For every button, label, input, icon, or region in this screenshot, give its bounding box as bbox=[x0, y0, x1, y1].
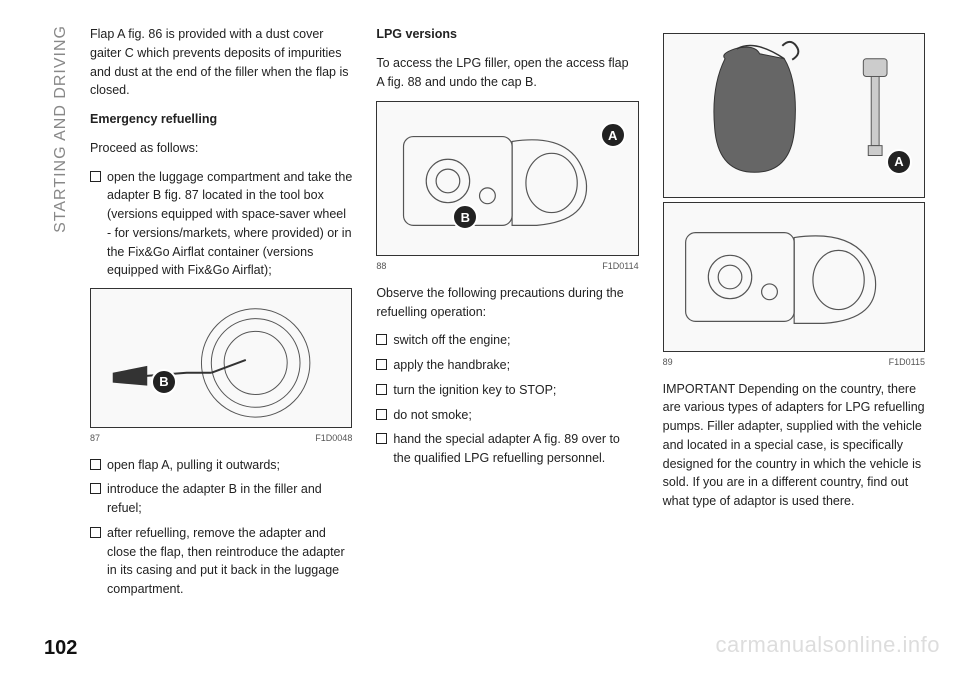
bullet-icon bbox=[90, 483, 101, 494]
bullet-text: after refuelling, remove the adapter and… bbox=[107, 524, 352, 599]
bullet-item: open the luggage compartment and take th… bbox=[90, 168, 352, 281]
bullet-text: open the luggage compartment and take th… bbox=[107, 168, 352, 281]
bullet-item: introduce the adapter B in the filler an… bbox=[90, 480, 352, 518]
column-3: A 89 F1D0115 IMPORTANT bbox=[663, 25, 925, 623]
bullet-text: open flap A, pulling it outwards; bbox=[107, 456, 280, 475]
page-number: 102 bbox=[44, 637, 77, 660]
figure-code: F1D0114 bbox=[602, 260, 638, 274]
bullet-icon bbox=[90, 459, 101, 470]
bullet-text: apply the handbrake; bbox=[393, 356, 510, 375]
figure-88-drawing bbox=[377, 102, 637, 255]
figure-87: B bbox=[90, 288, 352, 428]
figure-number: 88 bbox=[376, 260, 386, 274]
figure-87-drawing bbox=[91, 289, 351, 427]
bullet-item: hand the special adapter A fig. 89 over … bbox=[376, 430, 638, 468]
watermark: carmanualsonline.info bbox=[715, 632, 940, 658]
bullet-item: turn the ignition key to STOP; bbox=[376, 381, 638, 400]
bullet-icon bbox=[376, 384, 387, 395]
figure-code: F1D0115 bbox=[889, 356, 925, 370]
column-1: Flap A fig. 86 is provided with a dust c… bbox=[90, 25, 352, 623]
para: Proceed as follows: bbox=[90, 139, 352, 158]
bullet-item: apply the handbrake; bbox=[376, 356, 638, 375]
figure-89-top: A bbox=[663, 33, 925, 198]
bullet-text: switch off the engine; bbox=[393, 331, 510, 350]
bullet-item: switch off the engine; bbox=[376, 331, 638, 350]
bullet-icon bbox=[90, 527, 101, 538]
figure-87-caption: 87 F1D0048 bbox=[90, 432, 352, 446]
bullet-item: after refuelling, remove the adapter and… bbox=[90, 524, 352, 599]
heading-emergency-refuelling: Emergency refuelling bbox=[90, 110, 352, 129]
para: Observe the following precautions during… bbox=[376, 284, 638, 322]
bullet-icon bbox=[376, 433, 387, 444]
figure-89-drawing bbox=[664, 203, 924, 351]
para: To access the LPG filler, open the acces… bbox=[376, 54, 638, 92]
bullet-text: hand the special adapter A fig. 89 over … bbox=[393, 430, 638, 468]
bullet-icon bbox=[376, 359, 387, 370]
content-columns: Flap A fig. 86 is provided with a dust c… bbox=[90, 25, 925, 623]
bullet-text: introduce the adapter B in the filler an… bbox=[107, 480, 352, 518]
figure-number: 87 bbox=[90, 432, 100, 446]
bullet-icon bbox=[90, 171, 101, 182]
figure-89-top-drawing bbox=[664, 34, 924, 197]
figure-88-caption: 88 F1D0114 bbox=[376, 260, 638, 274]
figure-89-caption: 89 F1D0115 bbox=[663, 356, 925, 370]
section-side-title: STARTING AND DRIVING bbox=[52, 25, 70, 233]
figure-number: 89 bbox=[663, 356, 673, 370]
bullet-text: turn the ignition key to STOP; bbox=[393, 381, 556, 400]
figure-88: A B bbox=[376, 101, 638, 256]
figure-code: F1D0048 bbox=[315, 432, 352, 446]
manual-page: STARTING AND DRIVING Flap A fig. 86 is p… bbox=[0, 0, 960, 678]
para-important: IMPORTANT Depending on the country, ther… bbox=[663, 380, 925, 511]
figure-89-top-tag-a: A bbox=[886, 149, 912, 175]
figure-87-tag-b: B bbox=[151, 369, 177, 395]
bullet-item: open flap A, pulling it outwards; bbox=[90, 456, 352, 475]
bullet-icon bbox=[376, 334, 387, 345]
heading-lpg-versions: LPG versions bbox=[376, 25, 638, 44]
bullet-icon bbox=[376, 409, 387, 420]
bullet-item: do not smoke; bbox=[376, 406, 638, 425]
bullet-text: do not smoke; bbox=[393, 406, 472, 425]
figure-89 bbox=[663, 202, 925, 352]
figure-88-tag-a: A bbox=[600, 122, 626, 148]
column-2: LPG versions To access the LPG filler, o… bbox=[376, 25, 638, 623]
para: Flap A fig. 86 is provided with a dust c… bbox=[90, 25, 352, 100]
